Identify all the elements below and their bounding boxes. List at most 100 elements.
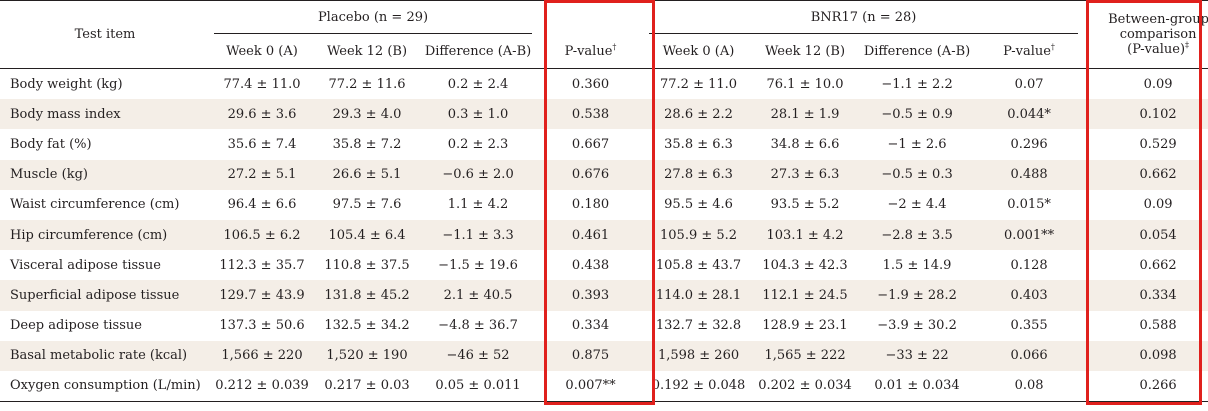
between-group-pvalue-cell: 0.102: [1108, 99, 1208, 130]
between-group-pvalue-cell: 0.09: [1143, 197, 1173, 213]
between-group-pvalue-cell: 0.098: [1108, 340, 1208, 371]
bnr17-week12-cell: 112.1 ± 24.5: [752, 280, 859, 311]
placebo-pvalue-header: P-value†: [536, 34, 645, 69]
gap-cell: [1082, 250, 1108, 280]
gap-cell: [1082, 219, 1109, 251]
bnr17-week12-cell: 104.3 ± 42.3: [762, 257, 848, 273]
gap-cell: [1082, 159, 1109, 190]
bnr17-pvalue-cell: 0.296: [1010, 136, 1048, 152]
bnr17-week0-cell: 105.9 ± 5.2: [645, 219, 753, 251]
placebo-week12-cell: 35.8 ± 7.2: [332, 136, 402, 152]
bnr17-week0-cell: 27.8 ± 6.3: [645, 159, 753, 190]
header-row-columns: Week 0 (A) Week 12 (B) Difference (A-B) …: [0, 34, 1208, 69]
bnr17-pvalue-cell: 0.001**: [976, 219, 1083, 251]
placebo-week12-cell: 105.4 ± 6.4: [314, 219, 420, 251]
bnr17-group-header: BNR17 (n = 28): [645, 1, 1082, 35]
bnr17-pvalue-footnote-mark: †: [1050, 42, 1055, 52]
bnr17-pvalue-cell: 0.08: [976, 370, 1083, 403]
placebo-pvalue-cell: 0.007**: [536, 370, 646, 403]
placebo-week0-cell: 27.2 ± 5.1: [210, 159, 314, 190]
placebo-pvalue-cell: 0.438: [571, 257, 610, 273]
test-item-cell: Superficial adipose tissue: [0, 280, 210, 311]
bnr17-week12-cell: 34.8 ± 6.6: [770, 136, 840, 152]
bnr17-pvalue-cell: 0.488: [976, 159, 1083, 190]
bnr17-week0-cell: 132.7 ± 32.8: [655, 318, 742, 334]
placebo-week12-cell: 110.8 ± 37.5: [324, 257, 410, 273]
bnr17-week12-cell: 28.1 ± 1.9: [752, 99, 859, 130]
placebo-week0-cell: 106.5 ± 6.2: [210, 219, 314, 251]
bnr17-pvalue-cell: 0.07: [1014, 76, 1044, 92]
bnr17-week0-cell: 114.0 ± 28.1: [645, 280, 753, 311]
bnr17-week12-cell: 128.9 ± 23.1: [762, 318, 848, 334]
table-row: Oxygen consumption (L/min) 0.212 ± 0.039 0…: [0, 370, 1208, 403]
placebo-difference-cell: 1.1 ± 4.2: [447, 197, 509, 213]
bnr17-week0-cell: 77.2 ± 11.0: [660, 76, 738, 92]
placebo-difference-cell: 2.1 ± 40.5: [420, 280, 537, 311]
placebo-pvalue-cell: 0.538: [536, 99, 646, 130]
placebo-week0-cell: 96.4 ± 6.6: [227, 197, 297, 213]
bnr17-pvalue-header: P-value†: [976, 34, 1082, 69]
between-group-pvalue-cell: 0.588: [1139, 318, 1177, 334]
placebo-pvalue-cell: 0.393: [536, 280, 646, 311]
table-row: Muscle (kg) 27.2 ± 5.1 26.6 ± 5.1 −0.6 ± 2.…: [0, 159, 1208, 190]
placebo-difference-cell: 0.2 ± 2.4: [447, 76, 509, 92]
bnr17-difference-cell: −1 ± 2.6: [887, 136, 947, 152]
gap-cell: [1082, 311, 1108, 341]
between-group-line1: Between-group: [1108, 12, 1208, 27]
placebo-pvalue-cell: 0.667: [571, 136, 610, 152]
bnr17-week0-cell: 95.5 ± 4.6: [664, 197, 733, 213]
between-group-pvalue-cell: 0.266: [1108, 370, 1208, 403]
placebo-week0-cell: 137.3 ± 50.6: [219, 318, 305, 334]
between-group-header: Between-group comparison (P-value)‡: [1108, 1, 1208, 69]
test-item-cell: Body weight (kg): [10, 76, 123, 92]
test-item-cell: Muscle (kg): [0, 159, 210, 190]
bnr17-week12-cell: 1,565 ± 222: [752, 340, 859, 371]
bnr17-week0-cell: 35.8 ± 6.3: [664, 136, 733, 152]
bnr17-week12-cell: 76.1 ± 10.0: [766, 76, 844, 92]
between-group-pvalue-cell: 0.054: [1108, 219, 1208, 251]
placebo-pvalue-cell: 0.676: [536, 159, 646, 190]
placebo-pvalue-cell: 0.360: [571, 76, 610, 92]
placebo-difference-cell: 0.2 ± 2.3: [447, 136, 509, 152]
placebo-week0-cell: 29.6 ± 3.6: [210, 99, 314, 130]
bnr17-week0-cell: 28.6 ± 2.2: [645, 99, 753, 130]
table-row: Body mass index 29.6 ± 3.6 29.3 ± 4.0 0.3 ±…: [0, 99, 1208, 130]
placebo-week12-cell: 97.5 ± 7.6: [332, 197, 402, 213]
placebo-difference-header: Difference (A-B): [424, 43, 532, 59]
bnr17-difference-header: Difference (A-B): [863, 43, 971, 59]
bnr17-week12-header: Week 12 (B): [764, 43, 846, 59]
gap-cell: [1082, 340, 1109, 371]
between-group-pvalue-cell: 0.09: [1143, 76, 1173, 92]
bnr17-week0-header: Week 0 (A): [662, 43, 735, 59]
placebo-pvalue-spacer: [536, 1, 645, 35]
placebo-week0-cell: 35.6 ± 7.4: [227, 136, 297, 152]
table-row: Waist circumference (cm) 96.4 ± 6.6 97.5 ±…: [0, 190, 1208, 220]
gap-cell: [1082, 280, 1109, 311]
bnr17-difference-cell: −2 ± 4.4: [887, 197, 947, 213]
table-body: Body weight (kg) 77.4 ± 11.0 77.2 ± 11.6 0.…: [0, 69, 1208, 403]
bnr17-pvalue-label: P-value: [1003, 43, 1051, 59]
placebo-week12-cell: 132.5 ± 34.2: [324, 318, 410, 334]
placebo-week0-cell: 129.7 ± 43.9: [210, 280, 314, 311]
gap-cell: [1082, 99, 1109, 130]
placebo-pvalue-cell: 0.461: [536, 219, 646, 251]
test-item-cell: Body fat (%): [10, 136, 92, 152]
bnr17-week0-cell: 0.192 ± 0.048: [645, 370, 753, 403]
placebo-week12-cell: 26.6 ± 5.1: [314, 159, 420, 190]
between-group-line3: (P-value): [1127, 42, 1186, 57]
bnr17-difference-cell: −1.9 ± 28.2: [858, 280, 977, 311]
bnr17-week0-cell: 105.8 ± 43.7: [655, 257, 742, 273]
gap-cell: [1082, 190, 1108, 220]
placebo-pvalue-cell: 0.875: [536, 340, 646, 371]
table-row: Deep adipose tissue 137.3 ± 50.6 132.5 ± 3…: [0, 311, 1208, 341]
bnr17-difference-cell: −2.8 ± 3.5: [858, 219, 977, 251]
between-group-pvalue-cell: 0.662: [1139, 257, 1177, 273]
table-row: Body weight (kg) 77.4 ± 11.0 77.2 ± 11.6 0.…: [0, 69, 1208, 100]
bnr17-week0-cell: 1,598 ± 260: [645, 340, 753, 371]
placebo-week0-header: Week 0 (A): [226, 43, 298, 59]
placebo-week12-cell: 29.3 ± 4.0: [314, 99, 420, 130]
placebo-pvalue-label: P-value: [564, 43, 613, 59]
placebo-week0-cell: 1,566 ± 220: [210, 340, 314, 371]
bnr17-pvalue-cell: 0.355: [1010, 318, 1048, 334]
